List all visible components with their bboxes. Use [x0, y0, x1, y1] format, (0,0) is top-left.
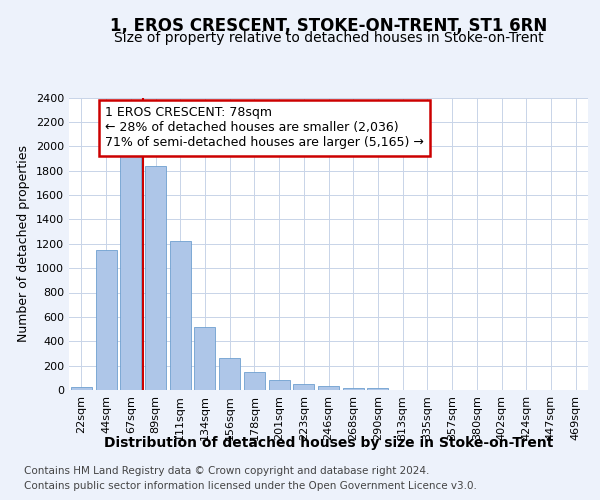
Bar [194, 326, 215, 390]
Text: Size of property relative to detached houses in Stoke-on-Trent: Size of property relative to detached ho… [114, 31, 544, 45]
Bar [170, 242, 191, 390]
Text: Contains HM Land Registry data © Crown copyright and database right 2024.: Contains HM Land Registry data © Crown c… [24, 466, 430, 476]
Bar [145, 166, 166, 390]
Bar [95, 250, 116, 390]
Bar [293, 384, 314, 390]
Bar [269, 380, 290, 390]
Bar [318, 386, 339, 390]
Bar [71, 386, 92, 390]
Bar [219, 358, 240, 390]
Text: 1, EROS CRESCENT, STOKE-ON-TRENT, ST1 6RN: 1, EROS CRESCENT, STOKE-ON-TRENT, ST1 6R… [110, 18, 547, 36]
Bar [244, 372, 265, 390]
Text: Contains public sector information licensed under the Open Government Licence v3: Contains public sector information licen… [24, 481, 477, 491]
Text: Distribution of detached houses by size in Stoke-on-Trent: Distribution of detached houses by size … [104, 436, 553, 450]
Bar [120, 152, 141, 390]
Text: 1 EROS CRESCENT: 78sqm
← 28% of detached houses are smaller (2,036)
71% of semi-: 1 EROS CRESCENT: 78sqm ← 28% of detached… [106, 106, 424, 150]
Bar [343, 388, 364, 390]
Y-axis label: Number of detached properties: Number of detached properties [17, 145, 31, 342]
Bar [367, 388, 388, 390]
